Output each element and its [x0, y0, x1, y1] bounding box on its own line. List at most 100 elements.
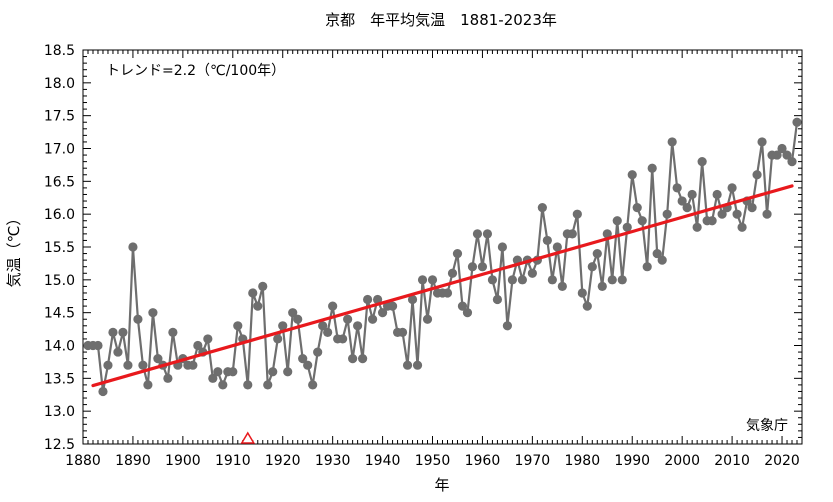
temperature-point — [727, 183, 737, 193]
x-tick-label: 1900 — [165, 453, 201, 469]
temperature-point — [457, 301, 468, 311]
x-tick-label: 2010 — [714, 453, 750, 469]
temperature-point — [517, 275, 527, 285]
temperature-point — [208, 373, 218, 383]
x-tick-label: 1960 — [465, 453, 501, 469]
temperature-point — [622, 222, 632, 232]
temperature-point — [717, 209, 727, 219]
temperature-point — [442, 288, 453, 298]
x-axis-title: 年 — [434, 476, 449, 494]
temperature-point — [283, 367, 293, 377]
temperature-point — [642, 262, 652, 272]
temperature-point — [672, 183, 682, 193]
temperature-point — [358, 354, 368, 364]
y-tick-label: 15.5 — [44, 240, 75, 256]
temperature-point — [203, 334, 213, 344]
trend-annotation: トレンド=2.2（℃/100年） — [106, 63, 285, 79]
temperature-point — [477, 262, 488, 272]
temperature-point — [113, 347, 123, 357]
temperature-point — [707, 216, 717, 226]
temperature-point — [363, 294, 373, 305]
temperature-point — [737, 222, 747, 232]
temperature-point — [582, 301, 592, 311]
temperature-point — [587, 262, 597, 272]
temperature-point — [343, 314, 353, 324]
temperature-point — [422, 314, 433, 324]
temperature-point — [452, 248, 463, 259]
x-tick-label: 1930 — [315, 453, 351, 469]
y-tick-label: 16.0 — [44, 207, 75, 223]
temperature-point — [253, 301, 263, 311]
temperature-point — [682, 203, 692, 213]
temperature-point — [542, 235, 552, 246]
temperature-point — [462, 308, 473, 318]
temperature-point — [128, 242, 138, 252]
temperature-point — [298, 354, 308, 364]
temperature-point — [188, 360, 198, 370]
temperature-point — [632, 203, 642, 213]
temperature-point — [268, 367, 278, 377]
temperature-point — [138, 360, 148, 370]
temperature-point — [482, 229, 493, 239]
x-tick-label: 1910 — [215, 453, 251, 469]
x-tick-label: 1990 — [614, 453, 650, 469]
temperature-point — [772, 150, 782, 160]
x-tick-label: 1940 — [365, 453, 401, 469]
temperature-point — [133, 314, 143, 324]
y-tick-label: 15.0 — [44, 273, 75, 289]
temperature-point — [427, 275, 438, 285]
y-tick-label: 13.0 — [44, 404, 75, 420]
temperature-point — [118, 327, 128, 337]
y-tick-label: 13.5 — [44, 371, 75, 387]
x-tick-label: 1950 — [415, 453, 451, 469]
temperature-point — [412, 360, 423, 370]
temperature-point — [243, 380, 253, 390]
x-tick-label: 1970 — [515, 453, 551, 469]
temperature-point — [792, 117, 802, 127]
temperature-point — [547, 275, 557, 285]
temperature-point — [712, 189, 722, 200]
temperature-point — [303, 360, 313, 370]
temperature-point — [607, 275, 617, 285]
temperature-point — [153, 354, 163, 364]
temperature-point — [273, 334, 283, 344]
y-tick-label: 17.0 — [44, 142, 75, 158]
temperature-point — [467, 262, 478, 272]
temperature-point — [762, 209, 772, 219]
temperature-point — [647, 163, 657, 173]
temperature-point — [472, 229, 483, 239]
temperature-point — [148, 308, 158, 318]
temperature-point — [677, 196, 687, 206]
temperature-point — [323, 327, 333, 337]
temperature-point — [447, 268, 458, 278]
temperature-point — [787, 157, 797, 167]
temperature-point — [612, 216, 622, 226]
temperature-point — [293, 314, 303, 324]
temperature-point — [98, 386, 108, 397]
temperature-point — [328, 301, 338, 311]
temperature-point — [278, 321, 288, 331]
x-tick-label: 1890 — [115, 453, 151, 469]
station-relocation-triangle-icon — [240, 431, 256, 444]
y-axis-title: 気温（℃） — [5, 211, 23, 288]
temperature-point — [637, 216, 647, 226]
temperature-point — [777, 143, 787, 154]
series-layer — [83, 117, 802, 397]
temperature-point — [687, 189, 697, 200]
temperature-point — [597, 281, 607, 291]
temperature-point — [557, 281, 567, 291]
temperature-point — [497, 242, 508, 252]
x-tick-label: 2000 — [664, 453, 700, 469]
temperature-point — [338, 334, 348, 344]
trend-line — [91, 184, 794, 388]
x-axis: 1880 1890 1900 1910 1920 1930 1940 1950 1960 1970… — [65, 50, 803, 469]
temperature-point — [218, 380, 228, 390]
temperature-point — [652, 248, 662, 259]
y-tick-label: 14.0 — [44, 339, 75, 355]
y-tick-label: 12.5 — [44, 437, 75, 453]
temperature-point — [692, 222, 702, 232]
temperature-point — [757, 137, 767, 147]
temperature-point — [397, 327, 408, 337]
